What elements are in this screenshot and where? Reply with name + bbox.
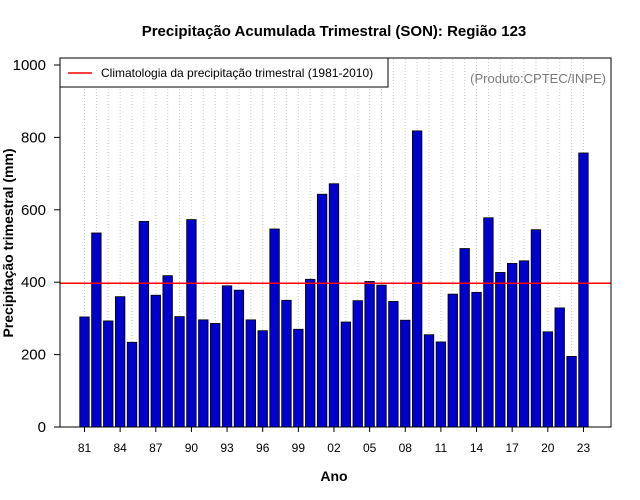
- y-tick-label: 800: [21, 129, 46, 146]
- legend-label: Climatologia da precipitação trimestral …: [101, 66, 373, 80]
- y-tick-label: 200: [21, 347, 46, 364]
- bar-85: [126, 341, 138, 428]
- legend-box: [59, 57, 389, 88]
- bar-01: [316, 193, 328, 428]
- bar-23: [578, 152, 589, 428]
- x-tick-label: 08: [399, 441, 413, 455]
- x-tick-label: 96: [256, 441, 270, 455]
- x-tick-label: 87: [149, 441, 163, 455]
- x-tick-label: 99: [292, 441, 306, 455]
- bar-08: [400, 319, 411, 428]
- bar-87: [150, 294, 161, 428]
- legend: Climatologia da precipitação trimestral …: [59, 57, 389, 88]
- bar-21: [554, 307, 565, 428]
- bar-05: [364, 281, 375, 428]
- bar-15: [483, 217, 494, 428]
- bar-00: [305, 278, 316, 428]
- bar-11: [435, 341, 447, 428]
- chart-title: Precipitação Acumulada Trimestral (SON):…: [142, 23, 527, 40]
- bar-22: [566, 356, 577, 428]
- bar-16: [495, 272, 506, 428]
- x-tick-label: 14: [470, 441, 484, 455]
- bar-94: [233, 289, 245, 428]
- y-tick-label: 600: [21, 202, 46, 219]
- x-tick-label: 93: [220, 441, 234, 455]
- bar-95: [245, 319, 256, 428]
- x-tick-label: 05: [363, 441, 377, 455]
- bar-07: [388, 300, 399, 428]
- bar-10: [423, 334, 435, 428]
- x-tick-label: 81: [78, 441, 92, 455]
- y-tick-label: 400: [21, 274, 46, 291]
- bar-83: [103, 320, 114, 428]
- source-annotation: (Produto:CPTEC/INPE): [470, 71, 606, 86]
- x-tick-label: 02: [327, 441, 341, 455]
- bar-90: [186, 219, 197, 428]
- bar-04: [352, 300, 363, 428]
- y-tick-label: 1000: [13, 57, 46, 74]
- bar-19: [530, 229, 542, 428]
- bar-03: [340, 321, 352, 428]
- x-tick-label: 17: [506, 441, 520, 455]
- bar-13: [459, 248, 470, 428]
- bar-17: [507, 262, 518, 428]
- bar-98: [281, 299, 292, 428]
- bar-86: [138, 220, 150, 428]
- x-tick-label: 84: [113, 441, 127, 455]
- y-tick-label: 0: [38, 419, 46, 436]
- bar-93: [221, 285, 233, 428]
- bar-20: [542, 331, 553, 428]
- bar-14: [471, 291, 482, 428]
- bar-91: [198, 319, 209, 428]
- bar-88: [162, 275, 173, 428]
- bar-89: [174, 316, 185, 428]
- x-tick-label: 20: [541, 441, 555, 455]
- bar-82: [91, 232, 102, 428]
- bar-99: [293, 328, 304, 428]
- bar-06: [376, 284, 387, 428]
- x-tick-label: 11: [435, 441, 448, 455]
- y-axis: 0 200 400 600 800 1000: [13, 57, 60, 436]
- bar-96: [257, 330, 268, 428]
- bar-97: [269, 228, 280, 428]
- x-tick-label: 23: [577, 441, 591, 455]
- bar-02: [328, 183, 340, 428]
- bar-81: [79, 316, 90, 428]
- x-axis-label: Ano: [320, 468, 347, 484]
- y-axis-label: Precipitação trimestral (mm): [0, 148, 16, 337]
- bar-92: [210, 323, 221, 428]
- bars: [79, 130, 589, 428]
- bar-09: [411, 130, 423, 428]
- x-tick-label: 90: [185, 441, 199, 455]
- bar-12: [447, 293, 458, 428]
- bar-18: [518, 260, 530, 428]
- bar-84: [114, 296, 126, 428]
- x-axis: 81 84 87 90 93 96 99 02 05 08 11 14 17 20 23: [78, 427, 591, 455]
